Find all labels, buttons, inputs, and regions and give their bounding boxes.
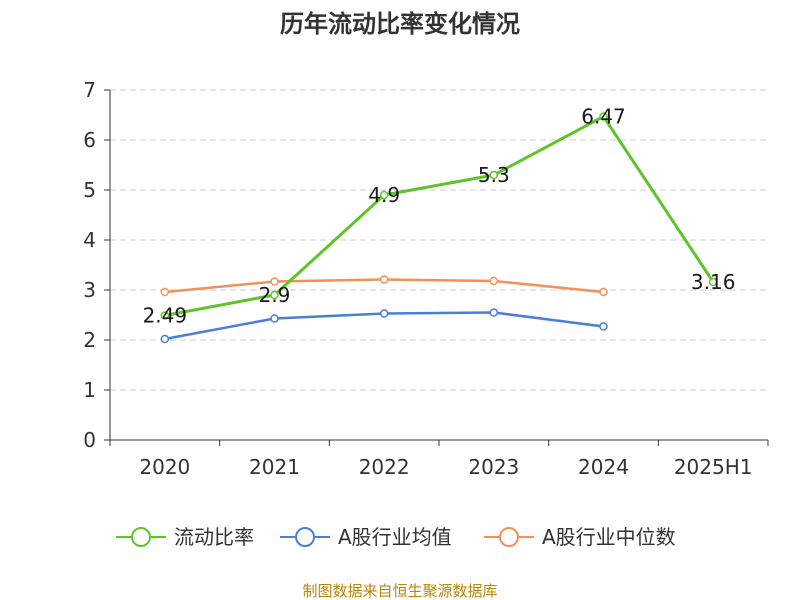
y-tick-label: 4 [83, 228, 96, 252]
data-label: 4.9 [368, 183, 400, 207]
data-label: 2.49 [143, 304, 188, 328]
data-point [379, 275, 389, 284]
chart-title: 历年流动比率变化情况 [280, 10, 520, 38]
data-point [489, 308, 499, 317]
y-tick-label: 5 [83, 178, 96, 202]
legend-marker-icon [499, 527, 519, 547]
legend-item-1[interactable]: A股行业均值 [280, 525, 452, 549]
data-labels: 2.49 2.9 4.9 5.3 6.47 3.16 [143, 105, 736, 328]
legend-item-2[interactable]: A股行业中位数 [484, 525, 676, 549]
y-tick-label: 7 [83, 78, 96, 102]
data-point [160, 287, 170, 297]
data-point [160, 311, 170, 320]
axes: 0 1 2 3 4 5 6 7 2020 2021 2022 2023 2024 2025H1 [83, 78, 769, 479]
series-line-0 [164, 115, 715, 317]
legend-marker-icon [131, 527, 151, 547]
data-point [379, 309, 389, 318]
legend-item-0[interactable]: 流动比率 [116, 525, 254, 549]
data-point [599, 112, 608, 121]
data-point [489, 276, 499, 286]
data-point [599, 322, 608, 331]
source-note: 制图数据来自恒生聚源数据库 [302, 582, 497, 600]
y-tick-label: 1 [83, 378, 96, 402]
data-label: 2.9 [259, 283, 291, 307]
x-tick-label: 2023 [468, 455, 519, 479]
x-tick-label: 2024 [578, 455, 629, 479]
y-tick-label: 2 [83, 328, 96, 352]
y-tick-label: 0 [83, 428, 96, 452]
data-point [599, 287, 608, 297]
data-point [270, 277, 279, 286]
data-point [489, 170, 499, 180]
y-tick-label: 3 [83, 278, 96, 302]
data-point [708, 277, 718, 287]
data-point [160, 334, 170, 344]
x-tick-label: 2025H1 [674, 455, 753, 479]
x-tick-label: 2021 [249, 455, 300, 479]
data-label: 6.47 [581, 105, 626, 129]
legend-marker-icon [295, 527, 315, 547]
data-point [270, 314, 279, 323]
legend-label: A股行业均值 [338, 525, 452, 549]
legend-label: 流动比率 [174, 525, 254, 549]
y-tick-label: 6 [83, 128, 96, 152]
x-tick-label: 2022 [359, 455, 410, 479]
legend-label: A股行业中位数 [542, 525, 676, 549]
x-tick-label: 2020 [139, 455, 190, 479]
data-label: 3.16 [691, 270, 736, 294]
series-group [160, 112, 718, 344]
legend[interactable]: 流动比率 A股行业均值 A股行业中位数 [116, 525, 676, 549]
data-point [270, 290, 279, 300]
data-point [379, 190, 389, 200]
data-label: 5.3 [478, 163, 510, 187]
gridlines [110, 89, 768, 391]
